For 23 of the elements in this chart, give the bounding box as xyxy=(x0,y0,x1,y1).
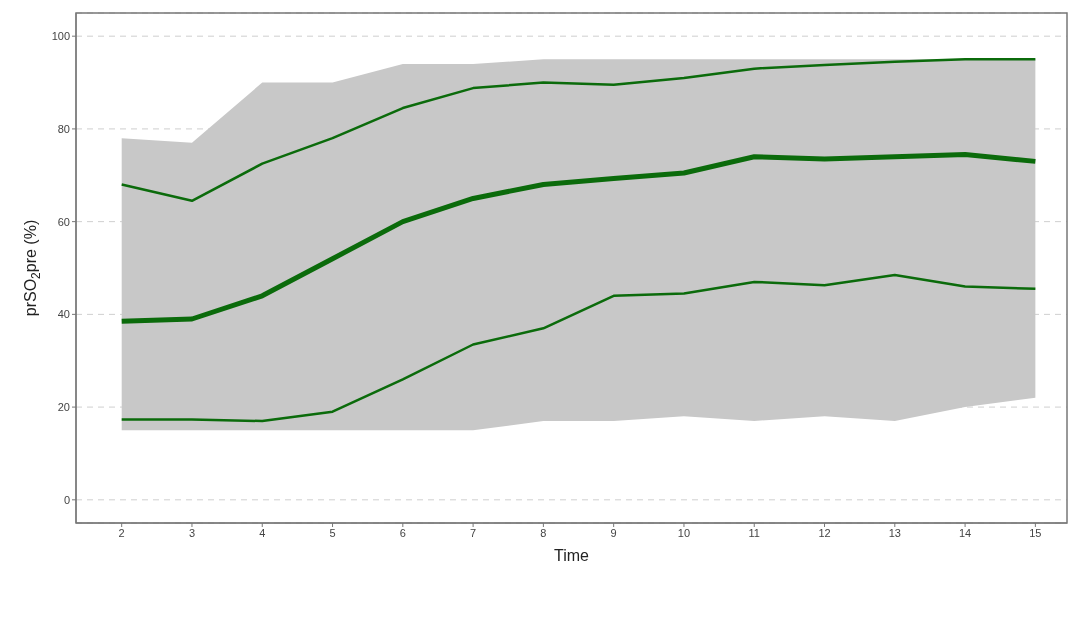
x-tick-label: 6 xyxy=(399,526,406,539)
line-series xyxy=(120,58,1037,203)
y-tick-label: 80 xyxy=(57,122,70,135)
x-tick-label: 14 xyxy=(958,526,972,539)
x-tick-label: 10 xyxy=(677,526,691,539)
x-tick-label: 11 xyxy=(748,526,760,539)
x-tick-label: 4 xyxy=(259,526,266,539)
line-series xyxy=(120,273,1037,423)
x-tick-label: 13 xyxy=(888,526,901,539)
x-tick-label: 15 xyxy=(1029,526,1042,539)
x-tick-label: 3 xyxy=(188,526,196,539)
x-tick-label: 2 xyxy=(118,526,125,539)
y-tick-label: 100 xyxy=(51,30,70,43)
x-tick-label: 9 xyxy=(610,526,617,539)
y-tick-label: 40 xyxy=(57,308,70,321)
y-tick-label: 60 xyxy=(57,215,70,228)
x-tick-label: 8 xyxy=(540,526,547,539)
x-tick-label: 5 xyxy=(329,526,336,539)
x-tick-label: 7 xyxy=(470,526,477,539)
y-tick-label: 0 xyxy=(63,493,70,506)
x-tick-label: 12 xyxy=(818,526,831,539)
y-tick-label: 20 xyxy=(57,401,70,413)
x-axis-title: Time xyxy=(554,547,590,564)
